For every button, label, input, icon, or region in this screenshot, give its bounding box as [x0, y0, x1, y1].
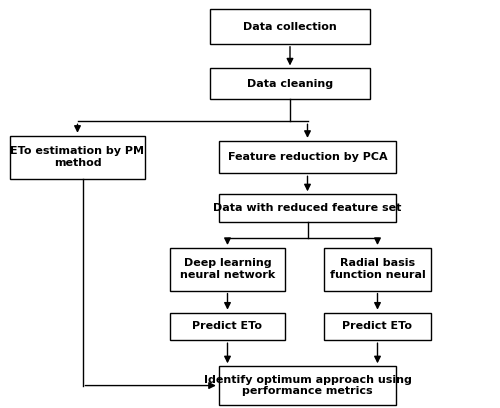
Text: Data with reduced feature set: Data with reduced feature set [214, 203, 402, 213]
Text: Identify optimum approach using
performance metrics: Identify optimum approach using performa… [204, 375, 412, 396]
FancyBboxPatch shape [210, 9, 370, 44]
FancyBboxPatch shape [170, 313, 285, 340]
Text: Predict ETo: Predict ETo [192, 322, 262, 331]
Text: Data collection: Data collection [243, 22, 337, 31]
Text: Deep learning
neural network: Deep learning neural network [180, 259, 275, 280]
FancyBboxPatch shape [210, 68, 370, 99]
FancyBboxPatch shape [324, 313, 431, 340]
Text: Feature reduction by PCA: Feature reduction by PCA [228, 152, 388, 162]
FancyBboxPatch shape [219, 141, 396, 173]
FancyBboxPatch shape [219, 366, 396, 405]
Text: Data cleaning: Data cleaning [247, 79, 333, 89]
FancyBboxPatch shape [219, 194, 396, 222]
Text: Radial basis
function neural: Radial basis function neural [330, 259, 426, 280]
Text: Predict ETo: Predict ETo [342, 322, 412, 331]
FancyBboxPatch shape [170, 248, 285, 290]
Text: ETo estimation by PM
method: ETo estimation by PM method [10, 146, 144, 168]
FancyBboxPatch shape [10, 135, 145, 179]
FancyBboxPatch shape [324, 248, 431, 290]
